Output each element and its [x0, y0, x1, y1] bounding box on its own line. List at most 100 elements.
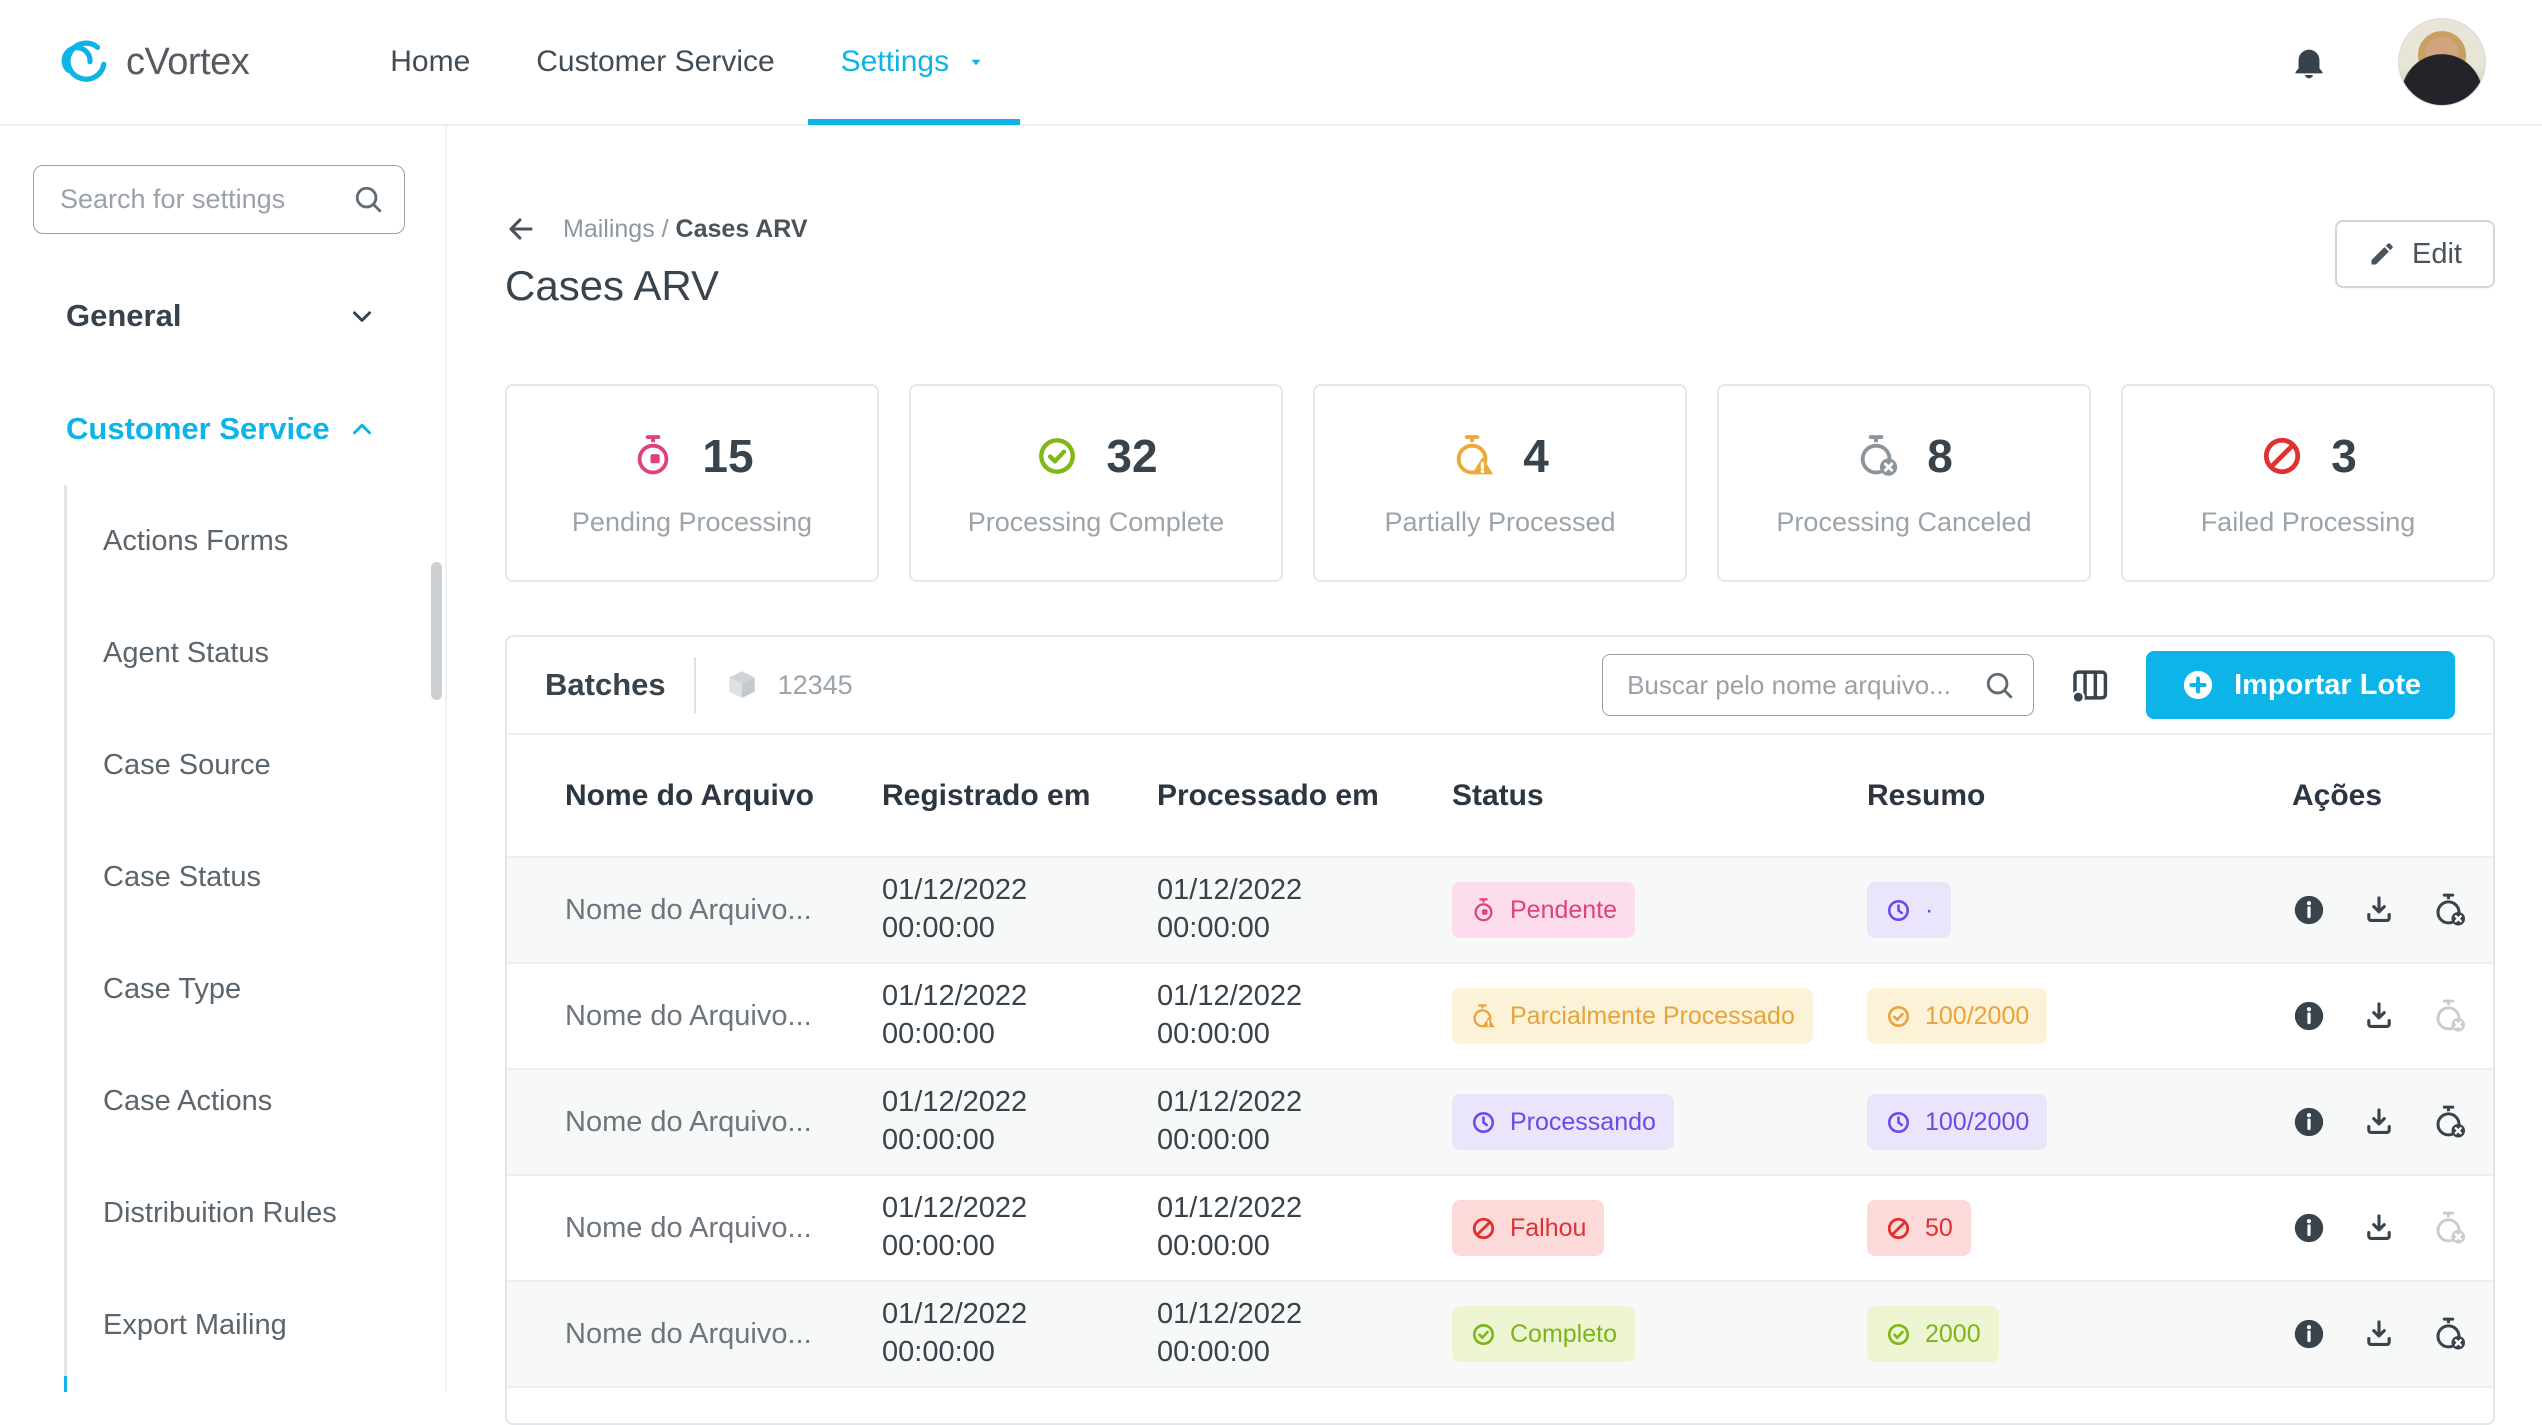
- cancel-processing-button[interactable]: [2432, 1104, 2468, 1140]
- search-icon[interactable]: [351, 182, 385, 216]
- info-button[interactable]: [2292, 893, 2326, 927]
- processed-date: 01/12/2022: [1157, 980, 1303, 1013]
- bell-icon[interactable]: [2290, 43, 2328, 81]
- info-icon: [2292, 1211, 2326, 1245]
- download-button[interactable]: [2362, 1211, 2396, 1245]
- sidebar-item-case-type[interactable]: Case Type: [103, 972, 242, 1005]
- download-button[interactable]: [2362, 1317, 2396, 1351]
- info-icon: [2292, 893, 2326, 927]
- row-actions: [2292, 1210, 2493, 1246]
- nav-item-settings[interactable]: Settings: [807, 0, 1021, 125]
- info-button[interactable]: [2292, 1211, 2326, 1245]
- file-name: Nome do Arquivo...: [565, 1105, 812, 1138]
- clock-icon: [1885, 897, 1912, 924]
- sidebar-item-distribuition-rules[interactable]: Distribuition Rules: [103, 1196, 337, 1229]
- status-badge: Pendente: [1452, 882, 1636, 938]
- download-button[interactable]: [2362, 1105, 2396, 1139]
- clock-icon: [1470, 1109, 1497, 1136]
- stat-card-processing-complete: 32 Processing Complete: [909, 384, 1283, 582]
- stopwatch-cancel-icon: [2432, 1210, 2468, 1246]
- stat-card-failed-processing: 3 Failed Processing: [2121, 384, 2495, 582]
- status-badge: Falhou: [1452, 1200, 1605, 1256]
- sidebar-active-indicator: [64, 1376, 67, 1392]
- download-button[interactable]: [2362, 999, 2396, 1033]
- info-icon: [2292, 1317, 2326, 1351]
- processed-time: 00:00:00: [1157, 1018, 1270, 1050]
- column-settings-button[interactable]: [2068, 663, 2112, 707]
- batches-search-input[interactable]: [1602, 654, 2035, 716]
- brand-logo[interactable]: cVortex: [56, 35, 250, 89]
- resumo-badge: 100/2000: [1867, 1094, 2048, 1150]
- stat-value: 15: [702, 429, 754, 482]
- cancel-processing-button[interactable]: [2432, 892, 2468, 928]
- registered-time: 00:00:00: [882, 912, 995, 944]
- cancel-processing-button: [2432, 1210, 2468, 1246]
- breadcrumb-parent[interactable]: Mailings: [563, 214, 655, 243]
- stopwatch-cancel-icon: [2432, 1316, 2468, 1352]
- processed-date: 01/12/2022: [1157, 1298, 1303, 1331]
- back-arrow-icon[interactable]: [505, 213, 537, 245]
- caret-down-icon: [965, 51, 987, 73]
- cancel-processing-button[interactable]: [2432, 1316, 2468, 1352]
- header-right: [2290, 18, 2486, 106]
- plus-circle-icon: [2180, 667, 2216, 703]
- nav-item-home[interactable]: Home: [390, 45, 471, 78]
- sidebar-item-case-source[interactable]: Case Source: [103, 748, 271, 781]
- file-name: Nome do Arquivo...: [565, 1211, 812, 1244]
- column-header-status: Status: [1452, 778, 1544, 812]
- status-badge: Processando: [1452, 1094, 1674, 1150]
- resumo-badge: 2000: [1867, 1306, 1999, 1362]
- download-button[interactable]: [2362, 893, 2396, 927]
- pencil-icon: [2368, 240, 2396, 268]
- download-icon: [2362, 1317, 2396, 1351]
- stats-cards: 15 Pending Processing 32 Processing Comp…: [505, 384, 2495, 582]
- file-name: Nome do Arquivo...: [565, 999, 812, 1032]
- info-icon: [2292, 1105, 2326, 1139]
- info-button[interactable]: [2292, 1105, 2326, 1139]
- user-avatar[interactable]: [2398, 18, 2486, 106]
- chevron-down-icon: [347, 301, 377, 331]
- batches-title: Batches: [545, 667, 666, 702]
- edit-button[interactable]: Edit: [2335, 220, 2495, 288]
- table-row-partial: [507, 1387, 2493, 1423]
- sidebar-item-case-status[interactable]: Case Status: [103, 860, 261, 893]
- table-row[interactable]: Nome do Arquivo... 01/12/2022 00:00:00 01…: [507, 1175, 2493, 1281]
- stat-value: 3: [2331, 429, 2357, 482]
- sidebar-section-customer-service[interactable]: Customer Service: [0, 409, 445, 449]
- stat-label: Partially Processed: [1384, 506, 1616, 537]
- registered-date: 01/12/2022: [882, 980, 1028, 1013]
- registered-date: 01/12/2022: [882, 1086, 1028, 1119]
- batches-search: [1602, 654, 2035, 716]
- sidebar-item-export-mailing[interactable]: Export Mailing: [103, 1308, 287, 1341]
- block-icon: [1470, 1215, 1497, 1242]
- info-button[interactable]: [2292, 999, 2326, 1033]
- info-button[interactable]: [2292, 1317, 2326, 1351]
- table-row[interactable]: Nome do Arquivo... 01/12/2022 00:00:00 01…: [507, 857, 2493, 963]
- table-row[interactable]: Nome do Arquivo... 01/12/2022 00:00:00 01…: [507, 963, 2493, 1069]
- sidebar-item-case-actions[interactable]: Case Actions: [103, 1084, 273, 1117]
- table-row[interactable]: Nome do Arquivo... 01/12/2022 00:00:00 01…: [507, 1281, 2493, 1387]
- stat-value: 4: [1523, 429, 1549, 482]
- download-icon: [2362, 999, 2396, 1033]
- download-icon: [2362, 1105, 2396, 1139]
- search-icon[interactable]: [1982, 668, 2016, 702]
- column-header-nome: Nome do Arquivo: [565, 778, 814, 812]
- table-row[interactable]: Nome do Arquivo... 01/12/2022 00:00:00 01…: [507, 1069, 2493, 1175]
- import-batch-button[interactable]: Importar Lote: [2146, 651, 2455, 719]
- sidebar-search: [33, 165, 405, 234]
- stat-label: Processing Complete: [967, 506, 1225, 537]
- sidebar-scrollbar[interactable]: [431, 562, 442, 700]
- main-content: Mailings / Cases ARV Cases ARV Edit 15 P…: [447, 126, 2542, 1425]
- sidebar-item-agent-status[interactable]: Agent Status: [103, 636, 270, 669]
- nav-item-customer-service[interactable]: Customer Service: [536, 45, 775, 78]
- sidebar-search-input[interactable]: [33, 165, 405, 234]
- batches-count-value: 12345: [777, 669, 853, 700]
- block-icon: [1885, 1215, 1912, 1242]
- breadcrumb-current: Cases ARV: [675, 214, 808, 243]
- sidebar-item-actions-forms[interactable]: Actions Forms: [103, 524, 289, 557]
- sidebar-section-general[interactable]: General: [0, 296, 445, 336]
- stat-value: 32: [1106, 429, 1158, 482]
- batches-table: Nome do Arquivo Registrado em Processado…: [507, 735, 2493, 1423]
- clock-icon: [1885, 1109, 1912, 1136]
- page-title: Cases ARV: [505, 262, 719, 309]
